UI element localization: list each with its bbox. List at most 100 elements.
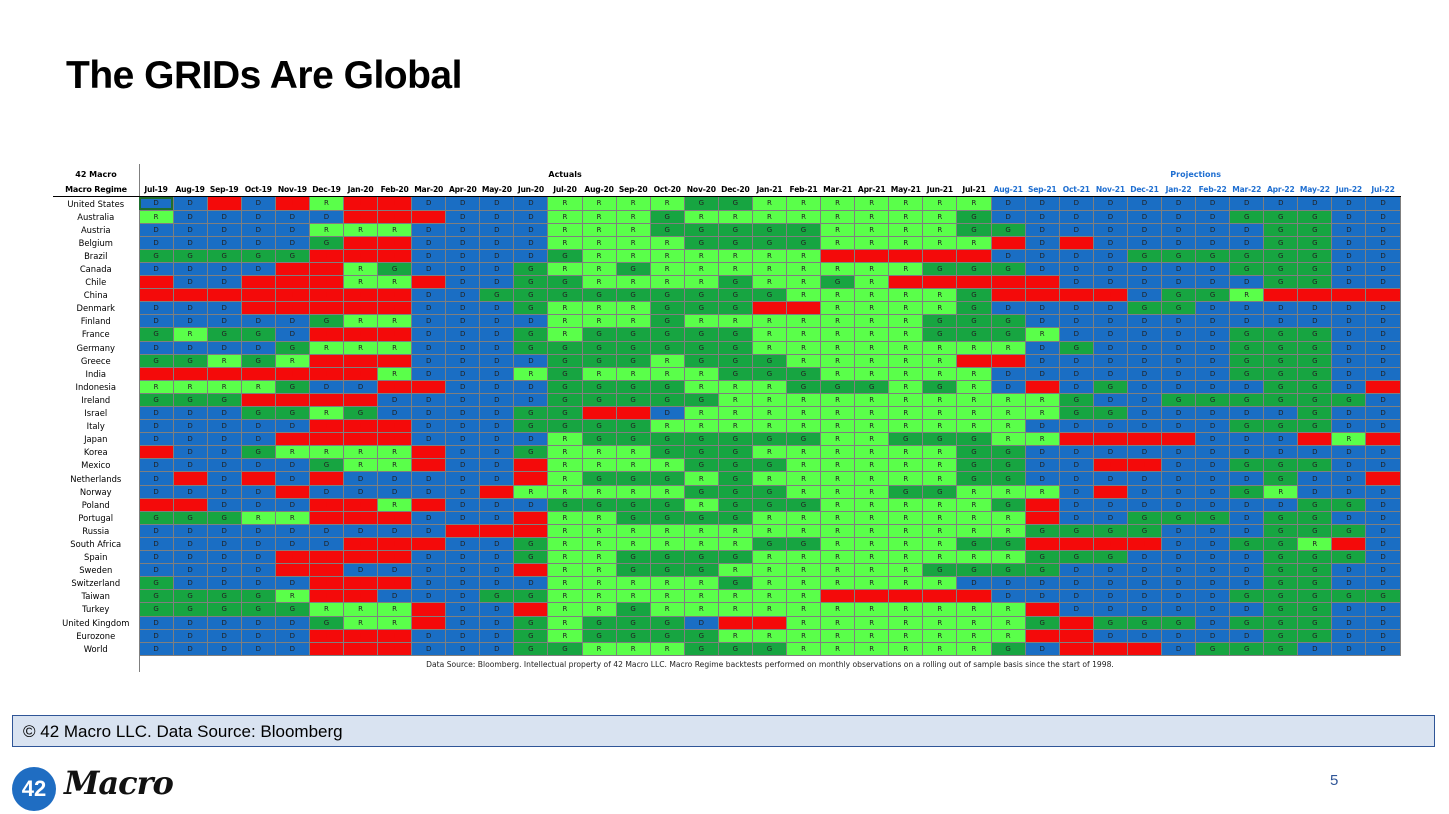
- regime-cell[interactable]: D: [411, 261, 447, 277]
- regime-cell[interactable]: G: [274, 602, 310, 617]
- regime-cell[interactable]: R: [683, 248, 719, 263]
- regime-cell[interactable]: R: [854, 615, 890, 630]
- regime-cell[interactable]: R: [785, 327, 822, 342]
- regime-cell[interactable]: I: [342, 628, 379, 643]
- regime-cell[interactable]: R: [785, 288, 822, 303]
- regime-cell[interactable]: D: [1195, 445, 1231, 460]
- regime-cell[interactable]: I: [308, 261, 344, 277]
- regime-cell[interactable]: G: [615, 261, 651, 277]
- regime-cell[interactable]: R: [854, 209, 890, 224]
- regime-cell[interactable]: R: [547, 261, 583, 277]
- regime-cell[interactable]: R: [206, 379, 242, 394]
- regime-cell[interactable]: I: [1126, 536, 1163, 552]
- regime-cell[interactable]: G: [581, 471, 617, 486]
- regime-cell[interactable]: R: [717, 628, 753, 643]
- regime-cell[interactable]: I: [1092, 641, 1128, 656]
- regime-cell[interactable]: I: [377, 628, 413, 643]
- regime-cell[interactable]: G: [1160, 615, 1197, 630]
- regime-cell[interactable]: D: [479, 471, 515, 486]
- regime-cell[interactable]: D: [479, 497, 515, 512]
- regime-cell[interactable]: R: [751, 550, 787, 565]
- regime-cell[interactable]: G: [1092, 550, 1128, 565]
- regime-cell[interactable]: I: [308, 248, 344, 263]
- regime-cell[interactable]: R: [888, 419, 924, 434]
- regime-cell[interactable]: D: [513, 314, 549, 329]
- regime-cell[interactable]: R: [956, 419, 992, 434]
- regime-cell[interactable]: I: [1024, 628, 1060, 643]
- regime-cell[interactable]: I: [377, 301, 413, 316]
- regime-cell[interactable]: R: [922, 353, 958, 368]
- regime-cell[interactable]: R: [274, 510, 310, 525]
- regime-cell[interactable]: R: [342, 458, 379, 473]
- regime-cell[interactable]: R: [581, 550, 617, 565]
- regime-cell[interactable]: D: [1365, 405, 1401, 421]
- regime-cell[interactable]: D: [445, 235, 481, 250]
- regime-cell[interactable]: I: [308, 563, 344, 578]
- regime-cell[interactable]: D: [683, 615, 719, 630]
- regime-cell[interactable]: D: [138, 405, 174, 421]
- regime-cell[interactable]: D: [240, 536, 276, 552]
- regime-cell[interactable]: D: [479, 327, 515, 342]
- regime-cell[interactable]: R: [820, 523, 856, 538]
- regime-cell[interactable]: R: [854, 261, 890, 277]
- regime-cell[interactable]: R: [888, 536, 924, 552]
- regime-cell[interactable]: G: [1058, 340, 1094, 355]
- regime-cell[interactable]: D: [377, 563, 413, 578]
- regime-cell[interactable]: D: [172, 458, 208, 473]
- regime-cell[interactable]: R: [581, 510, 617, 525]
- regime-cell[interactable]: G: [138, 392, 174, 408]
- regime-cell[interactable]: R: [990, 419, 1026, 434]
- regime-cell[interactable]: R: [683, 471, 719, 486]
- regime-cell[interactable]: I: [1058, 536, 1094, 552]
- regime-cell[interactable]: G: [1160, 392, 1197, 408]
- regime-cell[interactable]: R: [922, 366, 958, 381]
- regime-cell[interactable]: R: [888, 576, 924, 591]
- regime-cell[interactable]: D: [479, 301, 515, 316]
- regime-cell[interactable]: G: [717, 641, 753, 656]
- regime-cell[interactable]: D: [172, 628, 208, 643]
- regime-cell[interactable]: D: [1126, 340, 1163, 355]
- regime-cell[interactable]: D: [377, 589, 413, 604]
- regime-cell[interactable]: D: [308, 209, 344, 224]
- regime-cell[interactable]: D: [1195, 235, 1231, 250]
- regime-cell[interactable]: D: [1331, 484, 1367, 499]
- regime-cell[interactable]: G: [683, 301, 719, 316]
- regime-cell[interactable]: R: [615, 576, 651, 591]
- regime-cell[interactable]: D: [1229, 196, 1265, 211]
- regime-cell[interactable]: R: [888, 340, 924, 355]
- regime-cell[interactable]: D: [411, 484, 447, 499]
- regime-cell[interactable]: R: [854, 432, 890, 447]
- regime-cell[interactable]: D: [445, 641, 481, 656]
- regime-cell[interactable]: D: [377, 484, 413, 499]
- regime-cell[interactable]: R: [547, 471, 583, 486]
- regime-cell[interactable]: R: [1024, 405, 1060, 421]
- regime-cell[interactable]: I: [820, 589, 856, 604]
- regime-cell[interactable]: D: [206, 550, 242, 565]
- regime-cell[interactable]: R: [854, 327, 890, 342]
- regime-cell[interactable]: D: [1263, 314, 1299, 329]
- regime-cell[interactable]: R: [683, 379, 719, 394]
- regime-cell[interactable]: D: [1092, 576, 1128, 591]
- regime-cell[interactable]: R: [922, 405, 958, 421]
- regime-cell[interactable]: G: [820, 379, 856, 394]
- regime-cell[interactable]: R: [547, 314, 583, 329]
- regime-cell[interactable]: D: [1092, 366, 1128, 381]
- regime-cell[interactable]: I: [1297, 288, 1333, 303]
- regime-cell[interactable]: R: [683, 576, 719, 591]
- regime-cell[interactable]: G: [1024, 550, 1060, 565]
- regime-cell[interactable]: D: [1263, 405, 1299, 421]
- regime-cell[interactable]: R: [785, 550, 822, 565]
- regime-cell[interactable]: D: [172, 550, 208, 565]
- regime-cell[interactable]: G: [1263, 366, 1299, 381]
- regime-cell[interactable]: D: [445, 261, 481, 277]
- regime-cell[interactable]: R: [206, 353, 242, 368]
- regime-cell[interactable]: D: [479, 248, 515, 263]
- regime-cell[interactable]: R: [956, 615, 992, 630]
- regime-cell[interactable]: G: [479, 589, 515, 604]
- regime-cell[interactable]: R: [922, 288, 958, 303]
- regime-cell[interactable]: G: [683, 327, 719, 342]
- regime-cell[interactable]: I: [377, 510, 413, 525]
- regime-cell[interactable]: D: [479, 563, 515, 578]
- regime-cell[interactable]: R: [717, 602, 753, 617]
- regime-cell[interactable]: D: [1126, 550, 1163, 565]
